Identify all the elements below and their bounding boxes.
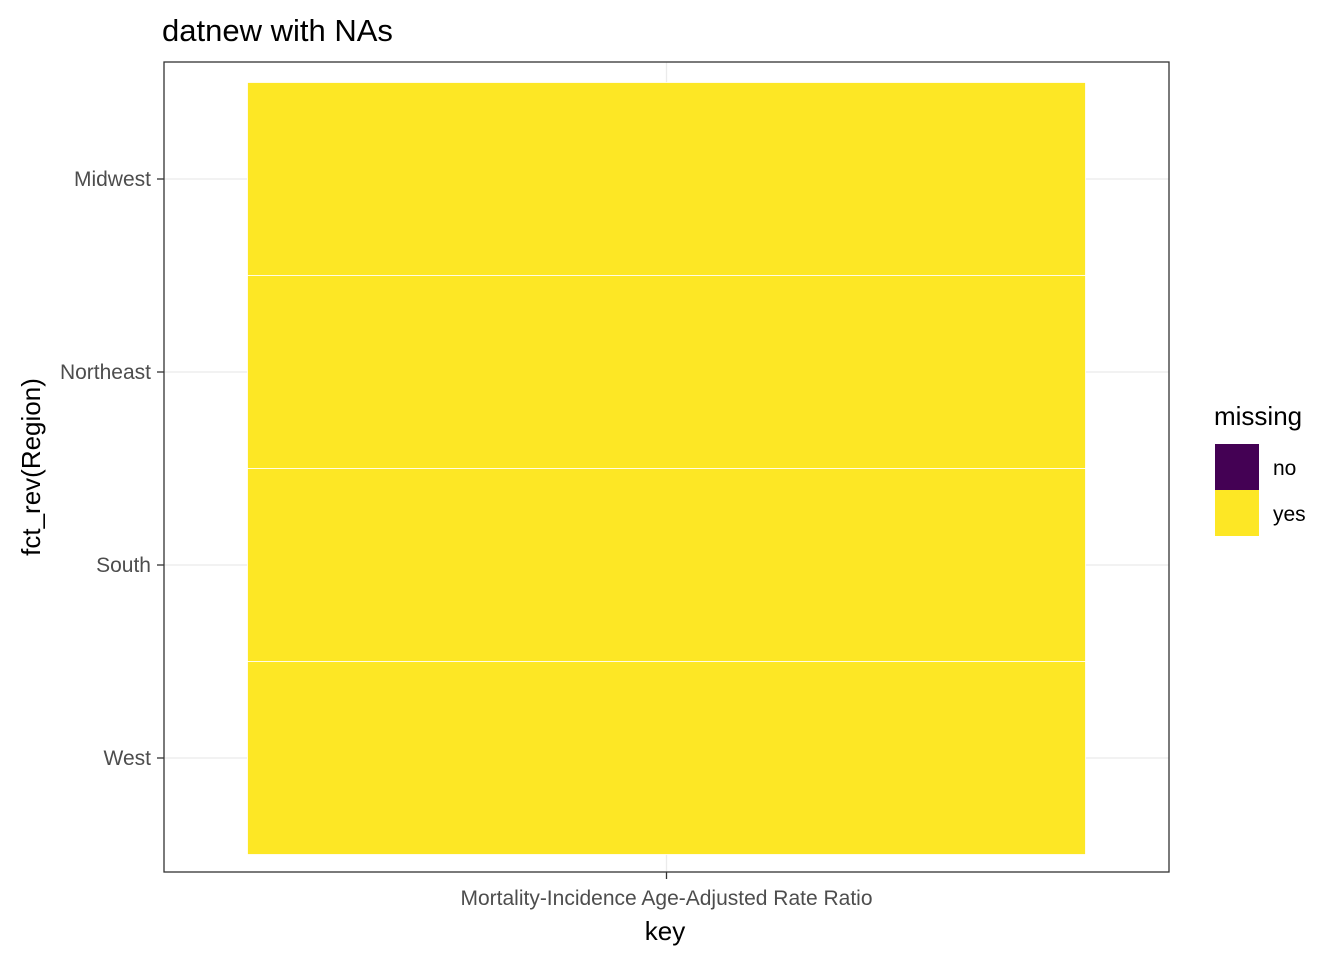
y-tick-label: Northeast (60, 361, 151, 384)
heatmap-cell (247, 661, 1086, 855)
legend-label-no: no (1273, 457, 1296, 480)
y-axis: Midwest Northeast South West (60, 168, 164, 770)
heatmap-cell (247, 275, 1086, 469)
legend-key-yes (1215, 490, 1259, 536)
legend-label-yes: yes (1273, 503, 1306, 526)
legend: missing no yes (1214, 401, 1306, 536)
x-axis-title: key (645, 916, 685, 946)
x-tick-label: Mortality-Incidence Age-Adjusted Rate Ra… (460, 887, 872, 910)
legend-title: missing (1214, 401, 1302, 431)
y-tick-label: South (96, 554, 151, 577)
x-axis: Mortality-Incidence Age-Adjusted Rate Ra… (460, 872, 873, 910)
heatmap-cell (247, 468, 1086, 662)
y-axis-title: fct_rev(Region) (16, 378, 46, 556)
heatmap-cells (247, 82, 1086, 855)
plot-panel (163, 61, 1170, 873)
chart-title: datnew with NAs (162, 13, 393, 48)
y-tick-label: Midwest (74, 168, 151, 191)
heatmap-cell (247, 82, 1086, 276)
y-tick-label: West (104, 747, 152, 770)
legend-key-no (1215, 444, 1259, 490)
